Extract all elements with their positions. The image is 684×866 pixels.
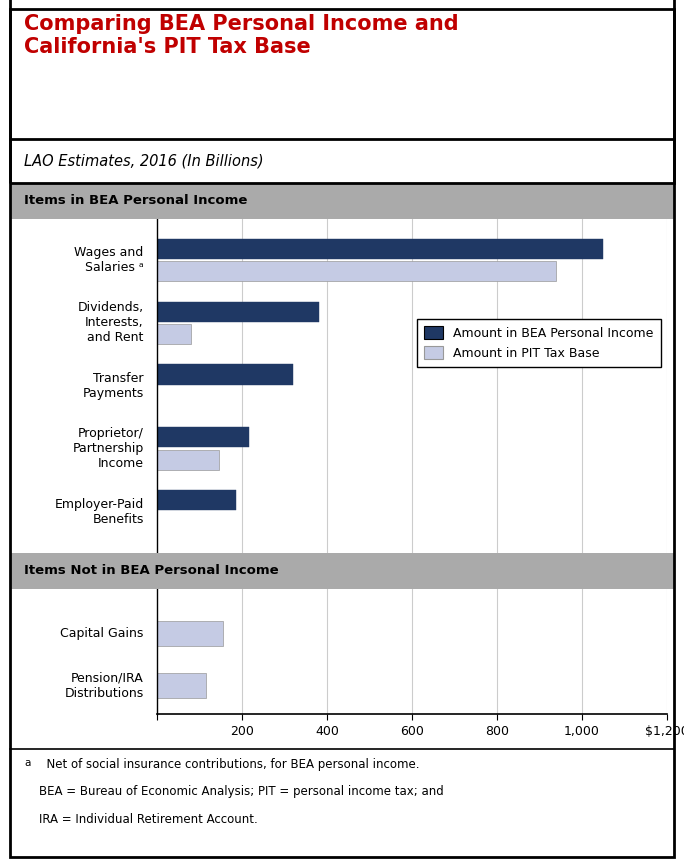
Text: Transfer
Payments: Transfer Payments bbox=[82, 372, 144, 400]
Text: BEA = Bureau of Economic Analysis; PIT = personal income tax; and: BEA = Bureau of Economic Analysis; PIT =… bbox=[39, 785, 444, 798]
Text: Comparing BEA Personal Income and
California's PIT Tax Base: Comparing BEA Personal Income and Califo… bbox=[24, 14, 458, 57]
Bar bbox=[157, 324, 192, 345]
Legend: Amount in BEA Personal Income, Amount in PIT Tax Base: Amount in BEA Personal Income, Amount in… bbox=[417, 319, 661, 367]
Bar bbox=[157, 239, 603, 259]
Text: Dividends,
Interests,
and Rent: Dividends, Interests, and Rent bbox=[77, 301, 144, 345]
Bar bbox=[157, 365, 293, 385]
Bar bbox=[157, 427, 248, 448]
Text: IRA = Individual Retirement Account.: IRA = Individual Retirement Account. bbox=[39, 813, 258, 826]
Bar bbox=[157, 621, 223, 646]
Text: Items Not in BEA Personal Income: Items Not in BEA Personal Income bbox=[24, 564, 278, 578]
Bar bbox=[157, 262, 557, 281]
Text: Net of social insurance contributions, for BEA personal income.: Net of social insurance contributions, f… bbox=[39, 758, 419, 771]
Text: Proprietor/
Partnership
Income: Proprietor/ Partnership Income bbox=[73, 427, 144, 470]
Text: Items in BEA Personal Income: Items in BEA Personal Income bbox=[24, 194, 248, 208]
Text: a: a bbox=[24, 758, 30, 768]
Bar bbox=[157, 450, 219, 470]
Text: LAO Estimates, 2016 (In Billions): LAO Estimates, 2016 (In Billions) bbox=[24, 153, 263, 169]
Bar bbox=[157, 673, 206, 698]
Bar bbox=[157, 490, 236, 510]
Text: Employer-Paid
Benefits: Employer-Paid Benefits bbox=[55, 498, 144, 526]
Text: Capital Gains: Capital Gains bbox=[60, 627, 144, 640]
Text: Pension/IRA
Distributions: Pension/IRA Distributions bbox=[64, 672, 144, 700]
Bar bbox=[157, 301, 319, 321]
Text: Wages and
Salaries ᵃ: Wages and Salaries ᵃ bbox=[75, 246, 144, 274]
